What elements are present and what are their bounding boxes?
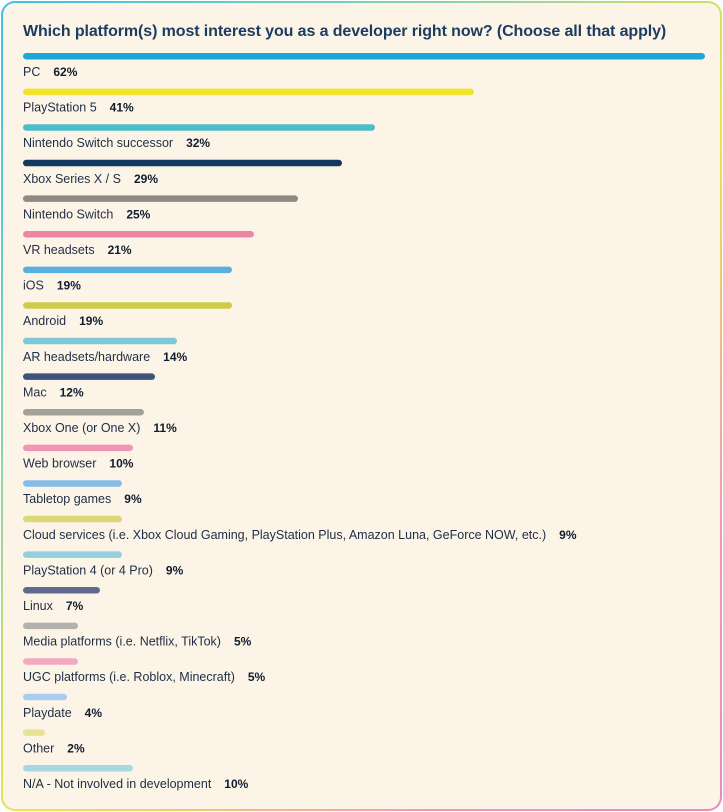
value-label: 19% <box>79 314 103 328</box>
bar <box>23 693 67 701</box>
bar <box>23 124 375 131</box>
chart-title: Which platform(s) most interest you as a… <box>23 23 667 40</box>
bar <box>23 88 474 96</box>
value-label: 12% <box>60 385 84 399</box>
bar <box>23 444 133 452</box>
category-label: PlayStation 5 <box>23 101 97 115</box>
category-label: AR headsets/hardware <box>23 350 150 364</box>
bar <box>23 587 100 594</box>
bar <box>23 159 342 167</box>
value-label: 9% <box>559 528 577 542</box>
value-label: 14% <box>163 350 187 364</box>
category-label: Xbox Series X / S <box>23 172 121 186</box>
bar <box>23 658 78 665</box>
bar-chart: PC 62% PlayStation 5 41% Nintendo Switch suc… <box>23 53 705 791</box>
value-label: 25% <box>126 207 150 221</box>
category-label: Xbox One (or One X) <box>23 421 140 435</box>
value-label: 62% <box>53 65 77 79</box>
value-label: 11% <box>153 421 177 435</box>
category-label: N/A - Not involved in development <box>23 777 212 791</box>
bar <box>23 195 298 202</box>
value-label: 5% <box>248 670 266 684</box>
value-label: 32% <box>186 136 210 150</box>
value-label: 19% <box>57 279 81 293</box>
category-label: Mac <box>23 385 47 399</box>
value-label: 7% <box>66 599 84 613</box>
value-label: 10% <box>109 457 133 471</box>
bar <box>23 337 177 345</box>
value-label: 9% <box>124 492 142 506</box>
bar <box>23 729 45 736</box>
category-label: Media platforms (i.e. Netflix, TikTok) <box>23 635 221 649</box>
value-label: 10% <box>224 777 248 791</box>
bar <box>23 302 232 309</box>
value-label: 5% <box>234 635 252 649</box>
category-label: Web browser <box>23 457 96 471</box>
value-label: 2% <box>67 741 85 755</box>
category-label: PC <box>23 65 40 79</box>
category-label: Nintendo Switch successor <box>23 136 173 150</box>
category-label: Playdate <box>23 706 72 720</box>
bar <box>23 409 144 416</box>
value-label: 9% <box>166 563 184 577</box>
category-label: Other <box>23 741 54 755</box>
category-label: Cloud services (i.e. Xbox Cloud Gaming, … <box>23 528 546 542</box>
category-label: Linux <box>23 599 54 613</box>
bar <box>23 765 133 772</box>
category-label: iOS <box>23 279 44 293</box>
value-label: 21% <box>108 243 132 257</box>
category-label: VR headsets <box>23 243 95 257</box>
chart-panel: Which platform(s) most interest you as a… <box>3 3 720 809</box>
value-label: 41% <box>110 101 134 115</box>
bar <box>23 266 232 274</box>
bar <box>23 551 122 558</box>
category-label: Nintendo Switch <box>23 207 113 221</box>
bar <box>23 515 122 523</box>
category-label: Android <box>23 314 66 328</box>
bar <box>23 622 78 630</box>
value-label: 29% <box>134 172 158 186</box>
category-label: Tabletop games <box>23 492 111 506</box>
category-label: PlayStation 4 (or 4 Pro) <box>23 563 153 577</box>
category-label: UGC platforms (i.e. Roblox, Minecraft) <box>23 670 235 684</box>
bar <box>23 480 122 487</box>
bar <box>23 231 254 238</box>
bar <box>23 53 705 60</box>
value-label: 4% <box>85 706 103 720</box>
bar <box>23 373 155 380</box>
